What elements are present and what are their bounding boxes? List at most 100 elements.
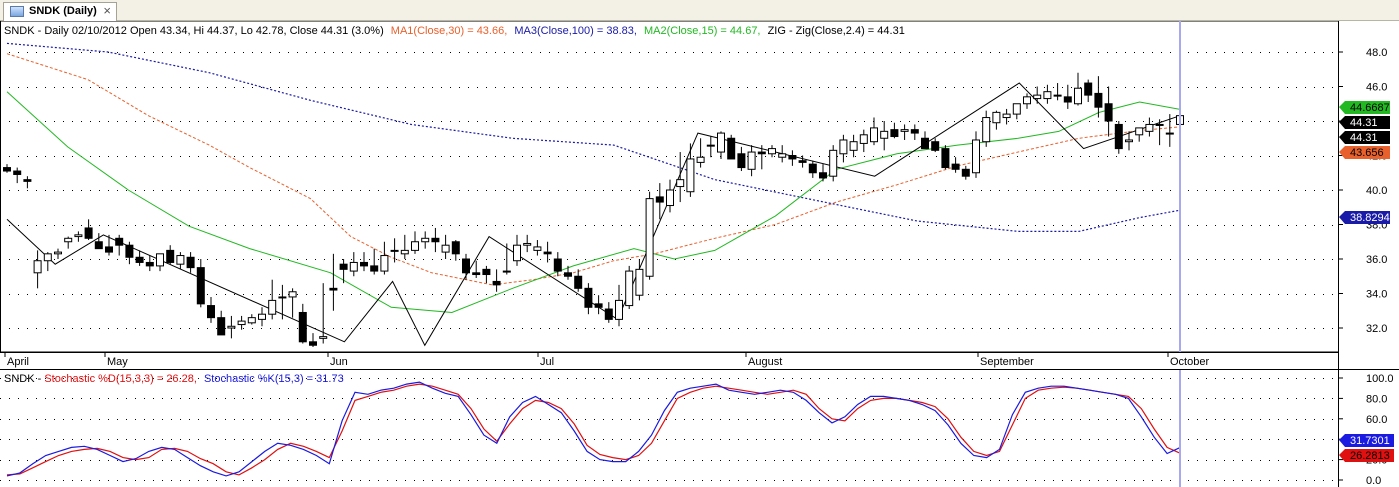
candle <box>380 241 389 275</box>
candle-body <box>1053 94 1062 97</box>
candle <box>982 110 991 147</box>
stoch-d-label: Stochastic %D(15,3,3) = 26.28, <box>44 373 197 385</box>
candle-body <box>910 129 919 134</box>
month-label: October <box>1170 356 1209 368</box>
stochastic-lines <box>6 381 1181 477</box>
month-label: September <box>980 356 1034 368</box>
candle <box>227 315 236 339</box>
candle <box>258 307 266 327</box>
candle <box>135 250 144 266</box>
candle-body <box>156 253 164 267</box>
price-tick-label: 36.0 <box>1366 254 1387 266</box>
candle <box>54 248 62 259</box>
candle <box>145 255 154 272</box>
ma2-line <box>6 91 1181 314</box>
candle <box>727 134 736 160</box>
candle <box>278 284 287 320</box>
stochastic-header: SNDK - Stochastic %D(15,3,3) = 26.28, St… <box>4 373 344 385</box>
candle <box>890 122 899 139</box>
candle <box>3 164 11 173</box>
candle <box>237 315 246 330</box>
candle <box>1074 72 1082 106</box>
stoch-value-tag-text: 31.7301 <box>1350 435 1390 447</box>
candle <box>298 303 307 344</box>
candle <box>482 265 491 284</box>
candle-body <box>33 260 42 274</box>
candle <box>1012 103 1021 120</box>
price-value-tag <box>1339 146 1390 159</box>
candle-body <box>543 251 552 255</box>
candle-body <box>319 336 328 339</box>
candle-body <box>1145 123 1154 132</box>
chart-area[interactable]: 48.046.044.042.040.038.036.034.032.0 100… <box>0 21 1399 487</box>
candle-body <box>298 311 307 343</box>
candle-body <box>1125 139 1133 143</box>
price-value-tag-text: 43.656 <box>1350 147 1384 159</box>
candle-body <box>105 246 113 253</box>
price-axis: 48.046.044.042.040.038.036.034.032.0 <box>1338 47 1387 335</box>
candle-body <box>3 167 11 172</box>
candle <box>421 231 430 249</box>
chart-tab[interactable]: SNDK (Daily) × <box>3 2 117 21</box>
candle-body <box>84 227 93 239</box>
stoch-tick-label: 80.0 <box>1366 393 1387 405</box>
candle <box>94 233 103 250</box>
price-value-tags: 44.6687 44.31 44.31 43.656 38.8294 <box>1339 101 1390 224</box>
candle-body <box>1155 123 1164 126</box>
candle-body <box>472 272 481 276</box>
candle-body <box>951 163 960 170</box>
candle-body <box>768 148 776 155</box>
candle-body <box>604 308 613 320</box>
candle-body <box>380 255 389 272</box>
candle <box>706 136 715 158</box>
candle-body <box>982 117 991 143</box>
candle-body <box>1084 82 1093 96</box>
candle <box>339 259 348 284</box>
candle-body <box>972 139 980 174</box>
month-label: August <box>748 356 782 368</box>
candle-body <box>492 280 501 286</box>
stoch-k-label: Stochastic %K(15,3) = 31.73 <box>204 373 344 385</box>
candle-body <box>23 179 32 182</box>
candle-body <box>1063 96 1072 103</box>
candle-body <box>686 158 695 193</box>
price-tick-label: 32.0 <box>1366 323 1387 335</box>
candle <box>441 234 450 259</box>
candle-body <box>655 196 664 203</box>
candle <box>829 145 838 182</box>
candle <box>84 219 93 241</box>
close-icon[interactable]: × <box>103 3 111 18</box>
price-tick-label: 46.0 <box>1366 82 1387 94</box>
candle-body <box>441 244 450 253</box>
candle-body <box>145 261 154 267</box>
candle <box>584 283 593 315</box>
candle-body <box>411 241 419 251</box>
stoch-d-line <box>6 383 1181 476</box>
candle <box>23 176 32 189</box>
tab-bar: SNDK (Daily) × <box>0 0 1399 21</box>
candle <box>115 234 124 256</box>
candle-body <box>819 172 827 179</box>
candle <box>1165 114 1174 147</box>
stoch-tick-label: 100.0 <box>1366 373 1394 385</box>
candle-body <box>890 129 899 138</box>
candle-body <box>1135 127 1144 136</box>
candle-body <box>1104 103 1113 122</box>
candle <box>564 265 572 280</box>
candle <box>1094 76 1103 118</box>
candle-body <box>574 275 583 289</box>
candle <box>462 253 470 280</box>
candle-body <box>808 163 817 174</box>
price-value-tag-text: 38.8294 <box>1350 212 1390 224</box>
candle <box>1145 117 1154 137</box>
candle-body <box>757 151 766 155</box>
candle <box>635 259 644 301</box>
candle <box>13 167 22 184</box>
price-value-tag <box>1339 101 1390 114</box>
candle-body <box>1012 103 1021 115</box>
stoch-k-line <box>6 381 1181 477</box>
candle <box>666 179 674 213</box>
candle <box>768 145 776 158</box>
stoch-value-tag <box>1339 449 1394 462</box>
candle <box>737 146 746 172</box>
